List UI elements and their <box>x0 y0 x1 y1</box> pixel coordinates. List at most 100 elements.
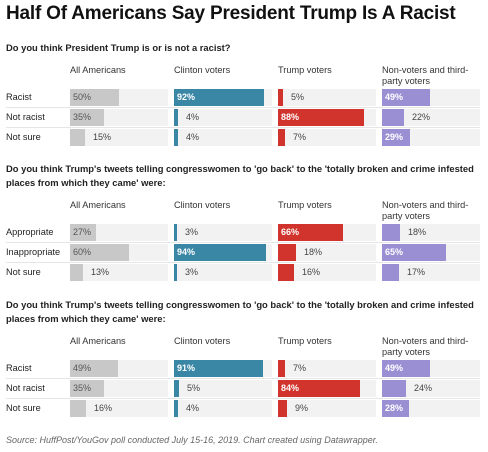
data-bar <box>70 264 83 281</box>
row-label: Not racist <box>6 112 45 122</box>
row-label: Not racist <box>6 383 45 393</box>
bar-track <box>382 380 480 397</box>
data-label: 92% <box>177 92 196 102</box>
bar-track <box>278 400 376 417</box>
column-header: Non-voters and third-party voters <box>382 200 469 221</box>
row-divider <box>6 107 480 108</box>
data-bar <box>278 360 285 377</box>
data-bar <box>382 360 430 377</box>
row-divider <box>6 398 480 399</box>
data-label: 5% <box>291 92 305 102</box>
column-header: All Americans <box>70 200 126 210</box>
chart-title: Half Of Americans Say President Trump Is… <box>6 3 456 24</box>
row-divider <box>6 262 480 263</box>
column-header: Trump voters <box>278 200 332 210</box>
bar-track <box>278 129 376 146</box>
data-bar <box>278 380 360 397</box>
data-bar <box>278 244 296 261</box>
panel-question: Do you think President Trump is or is no… <box>6 42 231 53</box>
bar-track <box>174 109 272 126</box>
data-bar <box>278 264 294 281</box>
data-bar <box>382 380 406 397</box>
data-bar <box>174 109 178 126</box>
data-bar <box>70 400 86 417</box>
column-header: All Americans <box>70 65 126 75</box>
data-bar <box>278 109 364 126</box>
bar-track <box>382 264 480 281</box>
data-bar <box>70 89 119 106</box>
data-bar <box>278 400 287 417</box>
bar-track <box>70 400 168 417</box>
data-label: 5% <box>187 383 201 393</box>
data-bar <box>174 224 177 241</box>
bar-track <box>382 224 480 241</box>
data-bar <box>382 129 410 146</box>
column-header: Non-voters and third-party voters <box>382 65 469 86</box>
bar-track <box>174 380 272 397</box>
data-label: 84% <box>281 383 300 393</box>
column-header: Clinton voters <box>174 65 231 75</box>
data-bar <box>382 109 404 126</box>
data-bar <box>174 380 179 397</box>
data-label: 18% <box>408 227 427 237</box>
row-divider <box>6 127 480 128</box>
data-label: 50% <box>73 92 92 102</box>
data-label: 28% <box>385 403 404 413</box>
data-label: 4% <box>186 403 200 413</box>
bar-track <box>174 224 272 241</box>
column-header: Trump voters <box>278 336 332 346</box>
data-label: 16% <box>302 267 321 277</box>
panel-question: Do you think Trump's tweets telling cong… <box>6 299 474 324</box>
data-label: 7% <box>293 363 307 373</box>
data-label: 94% <box>177 247 196 257</box>
bar-track <box>278 89 376 106</box>
bar-track <box>278 264 376 281</box>
data-bar <box>70 360 118 377</box>
data-label: 22% <box>412 112 431 122</box>
data-bar <box>174 400 178 417</box>
data-label: 49% <box>385 363 404 373</box>
data-label: 4% <box>186 132 200 142</box>
data-bar <box>70 224 96 241</box>
column-header: Clinton voters <box>174 200 231 210</box>
data-label: 60% <box>73 247 92 257</box>
data-label: 3% <box>185 227 199 237</box>
source-note: Source: HuffPost/YouGov poll conducted J… <box>6 435 378 445</box>
row-label: Not sure <box>6 267 41 277</box>
data-bar <box>278 89 283 106</box>
bar-track <box>174 264 272 281</box>
data-label: 29% <box>385 132 404 142</box>
bar-track <box>278 360 376 377</box>
data-label: 91% <box>177 363 196 373</box>
bar-track <box>278 244 376 261</box>
bar-track <box>174 129 272 146</box>
data-label: 18% <box>304 247 323 257</box>
data-label: 35% <box>73 112 92 122</box>
data-label: 17% <box>407 267 426 277</box>
data-label: 15% <box>93 132 112 142</box>
data-bar <box>174 360 263 377</box>
data-bar <box>382 224 400 241</box>
data-bar <box>382 264 399 281</box>
data-bar <box>382 400 409 417</box>
row-label: Not sure <box>6 403 41 413</box>
data-label: 9% <box>295 403 309 413</box>
data-label: 24% <box>414 383 433 393</box>
data-bar <box>70 380 104 397</box>
column-header: Trump voters <box>278 65 332 75</box>
row-label: Inappropriate <box>6 247 61 257</box>
bar-track <box>70 264 168 281</box>
data-label: 27% <box>73 227 92 237</box>
row-divider <box>6 378 480 379</box>
row-label: Not sure <box>6 132 41 142</box>
data-label: 49% <box>385 92 404 102</box>
data-label: 49% <box>73 363 92 373</box>
data-bar <box>70 244 129 261</box>
data-label: 35% <box>73 383 92 393</box>
bar-track <box>382 109 480 126</box>
bar-track <box>174 400 272 417</box>
column-header: Clinton voters <box>174 336 231 346</box>
data-label: 4% <box>186 112 200 122</box>
data-label: 66% <box>281 227 300 237</box>
